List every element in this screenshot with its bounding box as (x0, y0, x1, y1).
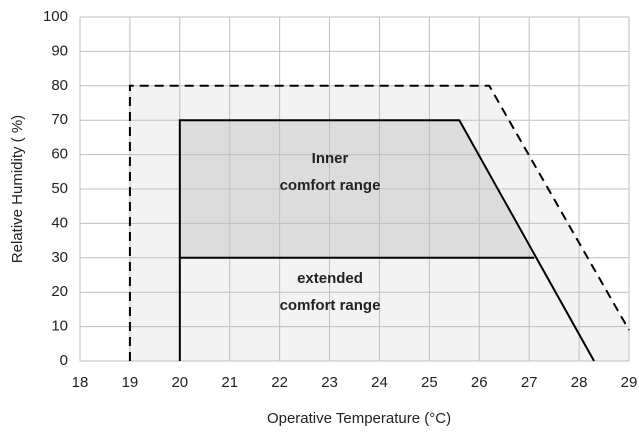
annotation: comfort range (280, 297, 381, 314)
x-tick-label: 25 (421, 374, 438, 391)
x-tick-label: 22 (271, 374, 288, 391)
x-tick-label: 28 (571, 374, 588, 391)
x-tick-label: 29 (621, 374, 638, 391)
y-tick-label: 70 (51, 111, 68, 128)
x-tick-label: 19 (122, 374, 139, 391)
x-tick-label: 27 (521, 374, 538, 391)
x-tick-label: 20 (171, 374, 188, 391)
y-tick-label: 90 (51, 42, 68, 59)
y-tick-label: 60 (51, 146, 68, 163)
boundary-line (178, 119, 595, 362)
y-tick-label: 80 (51, 77, 68, 94)
y-tick-label: 100 (43, 8, 68, 25)
y-axis-title: Relative Humidity ( %) (9, 115, 26, 263)
y-tick-label: 10 (51, 318, 68, 335)
annotation: comfort range (280, 177, 381, 194)
x-tick-label: 21 (221, 374, 238, 391)
y-tick-label: 50 (51, 180, 68, 197)
y-tick-label: 0 (60, 352, 68, 369)
x-tick-label: 24 (371, 374, 388, 391)
annotation: Inner (312, 150, 349, 167)
annotation: extended (297, 270, 363, 287)
x-tick-label: 18 (72, 374, 89, 391)
y-tick-label: 20 (51, 283, 68, 300)
y-tick-label: 30 (51, 249, 68, 266)
x-tick-label: 23 (321, 374, 338, 391)
x-axis-title: Operative Temperature (°C) (267, 410, 451, 427)
x-tick-label: 26 (471, 374, 488, 391)
boundary-line (128, 84, 630, 361)
y-tick-label: 40 (51, 214, 68, 231)
